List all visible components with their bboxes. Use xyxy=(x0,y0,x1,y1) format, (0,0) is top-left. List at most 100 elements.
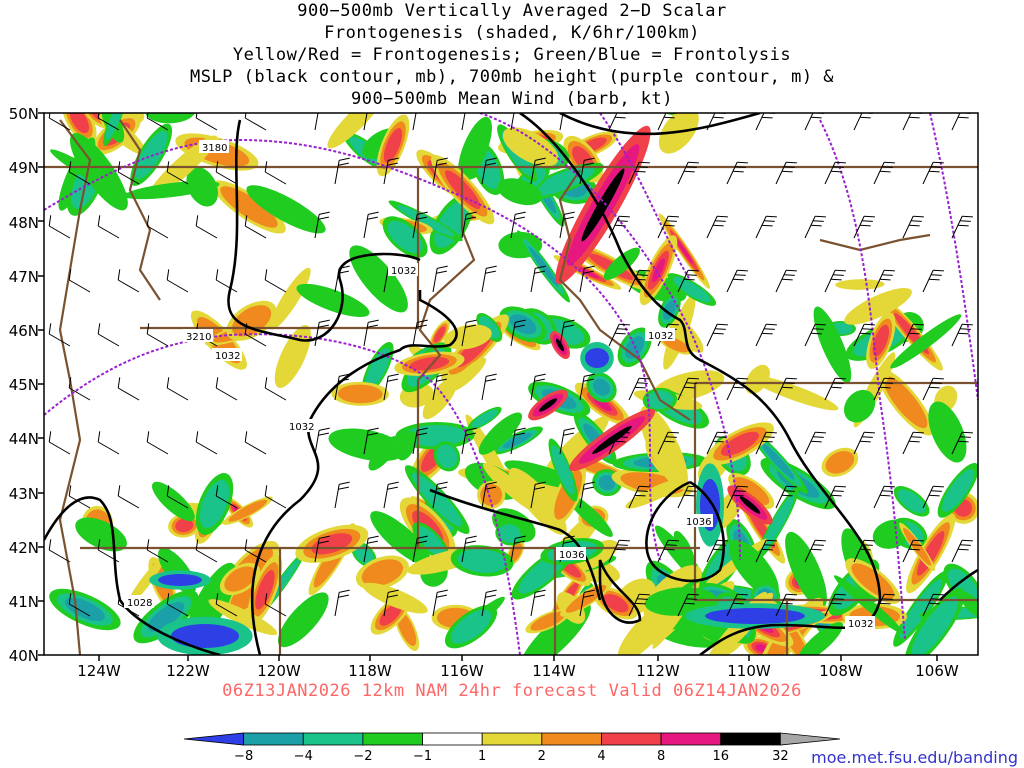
wind-barb xyxy=(755,539,777,563)
frontogenesis-maximum xyxy=(555,125,651,285)
colorbar-swatch xyxy=(362,732,423,746)
wind-barb xyxy=(412,113,418,131)
wind-barb xyxy=(146,323,169,347)
wind-barb xyxy=(706,215,728,239)
wind-barb xyxy=(677,377,699,401)
wind-barb xyxy=(706,431,728,455)
frontogenesis-patch xyxy=(845,558,901,604)
wind-barb xyxy=(559,211,575,239)
height-contour xyxy=(929,113,978,401)
frontogenesis-patch xyxy=(548,438,578,502)
frontogenesis-patch xyxy=(349,245,408,313)
frontogenesis-patch xyxy=(491,426,543,455)
frontogenesis-patch xyxy=(937,463,978,518)
lon-label: 106W xyxy=(915,662,959,680)
colorbar-swatch xyxy=(779,732,841,746)
frontogenesis-patch xyxy=(728,473,775,510)
wind-barb xyxy=(755,431,777,455)
wind-barb xyxy=(824,377,846,401)
lon-label: 120W xyxy=(257,662,301,680)
wind-barb xyxy=(334,157,350,185)
wind-barb xyxy=(608,539,630,563)
lat-label: 40N xyxy=(9,647,39,665)
wind-barb xyxy=(412,535,428,563)
height-label: 3210 xyxy=(186,332,211,343)
wind-barb xyxy=(48,323,71,347)
wind-barb xyxy=(461,427,477,455)
wind-barb xyxy=(873,161,895,185)
lon-label: 112W xyxy=(636,662,680,680)
colorbar-swatch xyxy=(183,732,245,746)
lat-label: 46N xyxy=(9,322,39,340)
title-line-3: Yellow/Red = Frontogenesis; Green/Blue =… xyxy=(232,45,792,65)
colorbar-tick-label: 32 xyxy=(772,749,789,764)
frontogenesis-patch xyxy=(890,314,962,369)
wind-barb xyxy=(775,485,797,509)
wind-barb xyxy=(432,481,448,509)
frontogenesis-patch xyxy=(639,235,678,306)
mslp-contour xyxy=(429,488,602,601)
wind-barb xyxy=(559,319,575,347)
wind-barb xyxy=(68,593,91,617)
frontogenesis-patch xyxy=(928,401,967,463)
frontogenesis-patch xyxy=(394,351,465,376)
mslp-contour xyxy=(519,113,882,655)
wind-barb xyxy=(677,269,699,293)
wind-barb xyxy=(363,113,369,131)
colorbar-swatch xyxy=(601,732,662,746)
wind-barb xyxy=(628,593,650,617)
wind-barb xyxy=(902,431,924,455)
lat-label: 45N xyxy=(9,376,39,394)
wind-barb xyxy=(628,269,650,293)
frontogenesis-patch xyxy=(525,608,571,634)
mslp-contour xyxy=(227,119,421,342)
source-url[interactable]: moe.met.fsu.edu/banding xyxy=(811,748,1018,767)
wind-barb xyxy=(608,323,630,347)
wind-barb xyxy=(383,373,399,401)
wind-barb xyxy=(824,593,846,617)
wind-barb xyxy=(334,481,350,509)
wind-barb xyxy=(363,535,379,563)
frontogenesis-patch xyxy=(603,247,640,280)
frontogenesis-patch xyxy=(422,376,458,420)
wind-barb xyxy=(215,161,238,185)
wind-barb xyxy=(481,265,497,293)
frontogenesis-patch xyxy=(467,406,502,431)
wind-barb xyxy=(657,539,679,563)
title-line-5: 900−500mb Mean Wind (barb, kt) xyxy=(350,89,674,109)
frontogenesis-patch xyxy=(899,522,936,572)
frontogenesis-patch xyxy=(757,486,800,559)
lat-label: 48N xyxy=(9,214,39,232)
state-border xyxy=(693,383,978,602)
frontogenesis-patch xyxy=(368,436,399,471)
wind-barb xyxy=(264,485,287,509)
mslp-label: 1036 xyxy=(686,517,711,528)
wind-barb xyxy=(48,539,71,563)
wind-barb xyxy=(432,373,448,401)
wind-barb xyxy=(244,113,267,131)
frontogenesis-patch xyxy=(370,511,432,566)
wind-barb xyxy=(363,211,379,239)
height-label: 3180 xyxy=(202,143,227,154)
title-line-2: Frontogenesis (shaded, K/6hr/100km) xyxy=(324,23,700,43)
lat-label: 50N xyxy=(9,105,39,123)
wind-barb xyxy=(314,535,330,563)
wind-barb xyxy=(755,323,777,347)
wind-barb xyxy=(117,593,140,617)
wind-barb xyxy=(383,589,399,617)
wind-barb xyxy=(922,593,944,617)
wind-barb xyxy=(902,323,924,347)
wind-barb xyxy=(195,215,218,239)
state-border xyxy=(819,233,931,252)
wind-barb xyxy=(951,539,973,563)
wind-barb xyxy=(166,269,189,293)
colorbar-tick-label: −8 xyxy=(234,749,253,764)
wind-barb xyxy=(677,161,699,185)
colorbar-swatch xyxy=(243,732,304,746)
mslp-contour xyxy=(44,496,221,655)
wind-barb xyxy=(117,485,140,509)
wind-barb xyxy=(628,485,650,509)
wind-barb xyxy=(579,481,595,509)
wind-barb xyxy=(726,593,748,617)
frontogenesis-patch xyxy=(458,116,492,181)
